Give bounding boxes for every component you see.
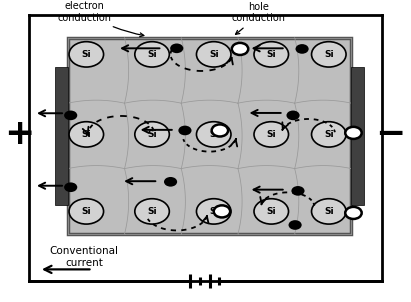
Circle shape xyxy=(69,42,104,67)
Circle shape xyxy=(345,127,362,139)
Circle shape xyxy=(135,122,169,147)
Circle shape xyxy=(232,43,248,55)
Circle shape xyxy=(214,205,230,217)
Circle shape xyxy=(69,199,104,224)
Circle shape xyxy=(164,177,177,187)
Text: electron
conduction: electron conduction xyxy=(57,1,144,37)
Circle shape xyxy=(345,207,362,219)
Text: Si: Si xyxy=(81,50,91,59)
Circle shape xyxy=(254,42,289,67)
Text: Si: Si xyxy=(147,50,157,59)
Text: Si: Si xyxy=(266,50,276,59)
Circle shape xyxy=(312,122,346,147)
Bar xyxy=(68,38,351,234)
Circle shape xyxy=(196,122,231,147)
Text: Si: Si xyxy=(266,130,276,139)
Text: Si: Si xyxy=(147,207,157,216)
Circle shape xyxy=(291,186,305,196)
Circle shape xyxy=(135,199,169,224)
Circle shape xyxy=(286,111,300,120)
Text: Si: Si xyxy=(147,130,157,139)
Circle shape xyxy=(254,122,289,147)
Circle shape xyxy=(289,220,302,230)
Circle shape xyxy=(196,199,231,224)
Circle shape xyxy=(178,126,192,135)
Circle shape xyxy=(254,199,289,224)
Circle shape xyxy=(296,44,309,54)
Text: Si: Si xyxy=(81,207,91,216)
Text: Si: Si xyxy=(324,207,334,216)
Text: Si: Si xyxy=(209,50,219,59)
Text: +: + xyxy=(5,117,35,151)
Bar xyxy=(351,67,364,205)
Text: Si: Si xyxy=(266,207,276,216)
Text: Si: Si xyxy=(81,130,91,139)
Circle shape xyxy=(312,42,346,67)
Circle shape xyxy=(69,122,104,147)
Text: Conventional
current: Conventional current xyxy=(50,246,119,268)
Circle shape xyxy=(212,124,228,137)
Circle shape xyxy=(170,43,183,53)
Circle shape xyxy=(64,182,77,192)
Text: hole
conduction: hole conduction xyxy=(232,2,286,34)
Bar xyxy=(55,67,68,205)
Circle shape xyxy=(64,111,77,120)
Text: Si: Si xyxy=(209,207,219,216)
Text: Si: Si xyxy=(209,130,219,139)
Text: −: − xyxy=(375,117,406,151)
Circle shape xyxy=(312,199,346,224)
Circle shape xyxy=(196,42,231,67)
Text: Si: Si xyxy=(324,130,334,139)
Circle shape xyxy=(135,42,169,67)
Text: Si: Si xyxy=(324,50,334,59)
